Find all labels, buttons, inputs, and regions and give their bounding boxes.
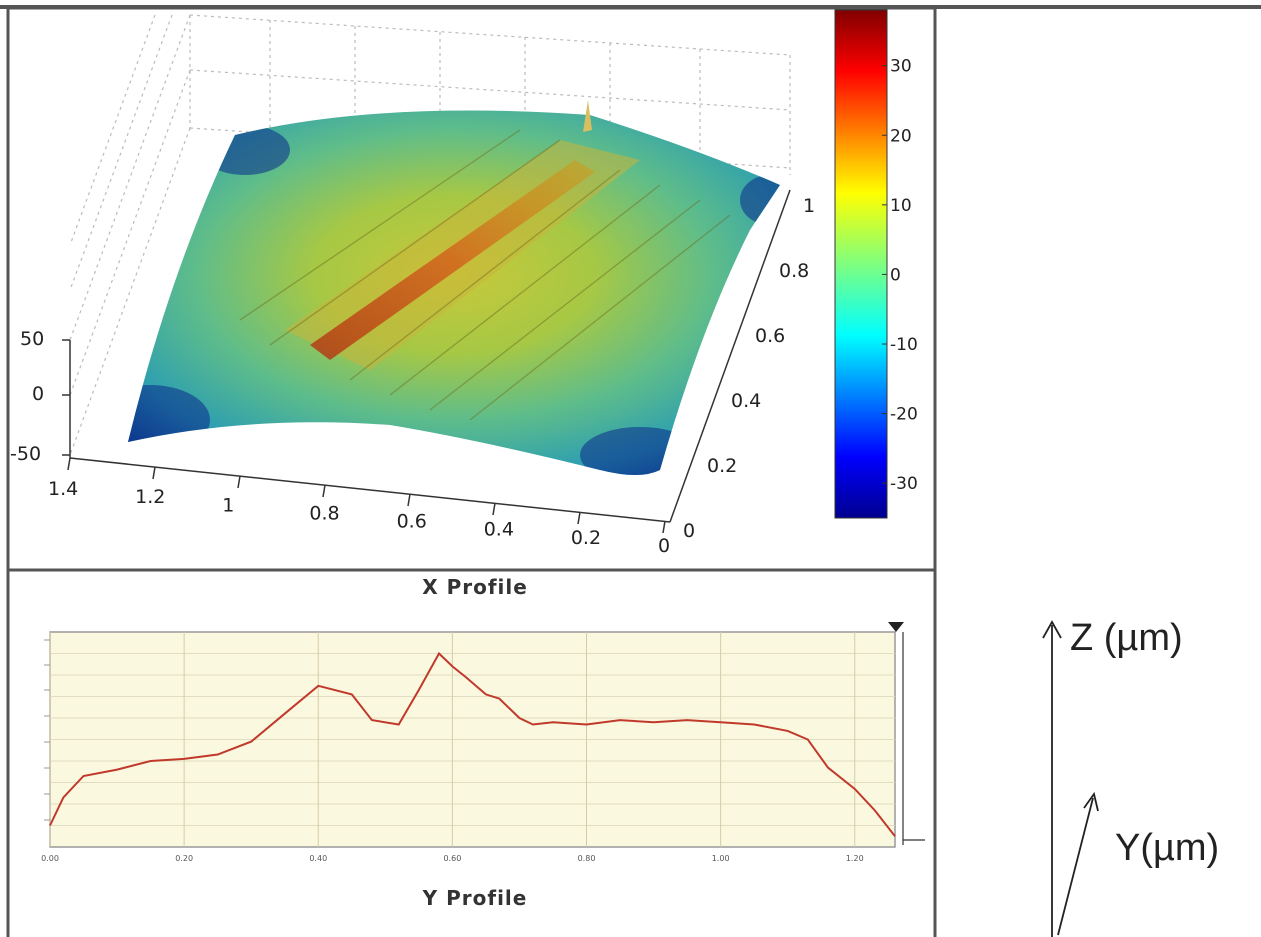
colorbar-tick-label: 0 [890, 265, 901, 285]
profile-x-tick-label: 0.20 [175, 854, 193, 863]
colorbar-tick-label: -20 [890, 405, 918, 425]
profile-y-ticks [44, 639, 50, 821]
z-axis [62, 339, 71, 458]
surface-plot [128, 100, 780, 475]
y-tick-label: 0.6 [755, 325, 785, 347]
profile-title: X Profile [422, 575, 528, 599]
axes-indicator: Z (µm) Y(µm) [1042, 617, 1219, 937]
profile-x-tick-labels: 0.00 0.20 0.40 0.60 0.80 1.00 1.20 [41, 854, 864, 863]
colorbar-tick-label: 20 [890, 126, 912, 146]
x-tick-labels: 1.4 1.2 1 0.8 0.6 0.4 0.2 0 [48, 478, 670, 557]
profile-xlabel: Y Profile [422, 886, 528, 910]
x-tick-label: 0.6 [397, 511, 427, 533]
x-tick-label: 0 [658, 535, 670, 557]
y-tick-label: 0.2 [707, 455, 737, 477]
x-tick-label: 0.8 [309, 502, 339, 524]
y-axis-line [669, 189, 791, 523]
profile-x-tick-label: 1.00 [712, 854, 730, 863]
profile-grid [49, 632, 895, 847]
colorbar-tick-label: 10 [890, 196, 912, 216]
surface-ridge-peak [310, 160, 595, 360]
profile-panel-frame [6, 568, 937, 937]
x-axis-line [69, 457, 671, 523]
y-arrow-head-icon [1083, 791, 1099, 812]
z-axis-label: Z (µm) [1070, 617, 1183, 659]
profile-x-tick-label: 0.80 [578, 854, 596, 863]
x-axis-ticks [67, 457, 666, 534]
x-tick-label: 0.2 [571, 527, 601, 549]
y-tick-label: 0.8 [779, 260, 809, 282]
y-tick-label: 0 [683, 520, 695, 542]
profile-marker-icon[interactable] [888, 622, 904, 632]
profile-x-tick-label: 0.00 [41, 854, 59, 863]
x-tick-label: 1.2 [135, 486, 165, 508]
y-axis-label: Y(µm) [1115, 827, 1219, 869]
surface-streaks [239, 129, 731, 421]
y-tick-labels: 0 0.2 0.4 0.6 0.8 1 [683, 195, 815, 542]
profile-x-tick-label: 1.20 [846, 854, 864, 863]
surface-spike [583, 100, 592, 132]
z-arrow-head-icon [1042, 620, 1062, 639]
profile-x-tick-label: 0.40 [309, 854, 327, 863]
x-tick-label: 0.4 [484, 519, 514, 541]
profile-x-tick-label: 0.60 [443, 854, 461, 863]
z-tick-label: 0 [32, 383, 44, 405]
colorbar-tick-label: -30 [890, 474, 918, 494]
z-tick-label: -50 [10, 443, 41, 465]
y-tick-label: 1 [803, 195, 815, 217]
x-tick-label: 1 [222, 494, 234, 516]
y-tick-label: 0.4 [731, 390, 761, 412]
x-tick-label: 1.4 [48, 478, 78, 500]
colorbar-ticks: 30 20 10 0 -10 -20 -30 [882, 57, 918, 494]
colorbar [834, 9, 888, 519]
profile-line [49, 651, 896, 837]
y-arrow-line [1057, 797, 1094, 936]
z-tick-label: 50 [20, 328, 44, 350]
colorbar-tick-label: -10 [890, 335, 918, 355]
colorbar-tick-label: 30 [890, 57, 912, 77]
